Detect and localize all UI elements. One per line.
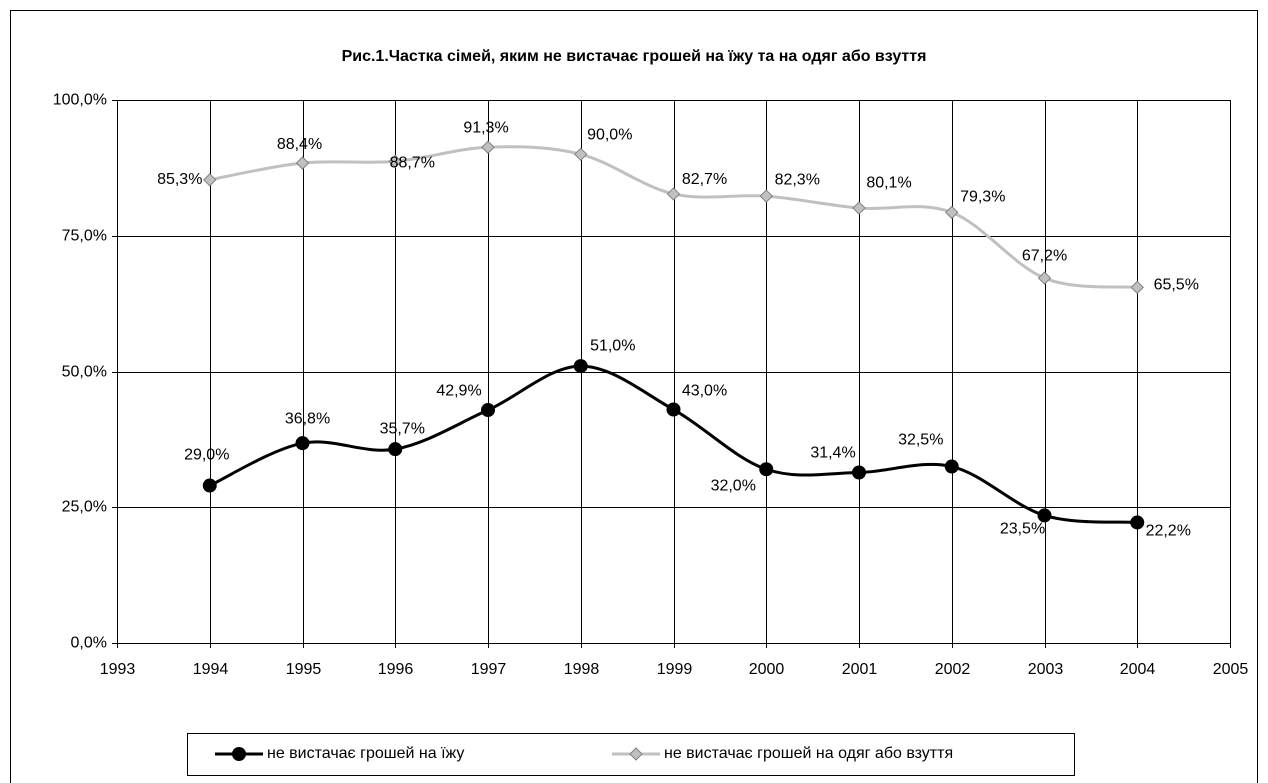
data-label: 31,4% <box>810 445 855 462</box>
point <box>295 156 310 170</box>
legend-marker <box>629 747 643 761</box>
x-tick-label: 2000 <box>749 661 785 678</box>
point <box>666 402 681 417</box>
point <box>852 201 866 215</box>
data-label: 32,5% <box>898 432 943 449</box>
point <box>203 173 217 187</box>
x-tick-label: 2004 <box>1120 661 1156 678</box>
legend-marker <box>232 747 246 761</box>
x-tick-label: 1998 <box>564 661 600 678</box>
x-tick-label: 2005 <box>1213 661 1249 678</box>
x-tick-label: 1995 <box>286 661 322 678</box>
data-label: 43,0% <box>682 383 727 400</box>
data-label: 36,8% <box>285 410 330 427</box>
data-label: 79,3% <box>960 189 1005 206</box>
point <box>388 442 403 457</box>
point <box>852 465 866 480</box>
data-label: 65,5% <box>1154 277 1199 294</box>
point <box>202 478 217 493</box>
point <box>1037 508 1052 523</box>
point <box>481 140 495 154</box>
y-tick-label: 25,0% <box>62 499 107 516</box>
legend-label: не вистачає грошей на їжу <box>267 745 464 762</box>
x-tick-label: 1999 <box>657 661 693 678</box>
data-label: 82,3% <box>775 171 820 188</box>
data-label: 35,7% <box>380 420 425 437</box>
point <box>1130 515 1145 530</box>
point <box>1130 280 1144 295</box>
data-label: 91,3% <box>463 119 508 136</box>
data-label: 29,0% <box>184 447 229 464</box>
x-tick-label: 1994 <box>193 661 229 678</box>
chart-frame <box>10 10 1258 783</box>
data-label: 32,0% <box>711 477 756 494</box>
point <box>481 403 495 418</box>
x-tick-label: 1997 <box>471 661 507 678</box>
data-label: 88,4% <box>277 136 322 153</box>
x-tick-label: 1993 <box>100 661 136 678</box>
x-tick-label: 1996 <box>378 661 414 678</box>
point <box>945 205 959 220</box>
data-label: 80,1% <box>866 174 911 191</box>
y-tick-label: 0,0% <box>71 635 107 652</box>
x-tick-label: 2001 <box>842 661 878 678</box>
data-label: 42,9% <box>436 382 481 399</box>
point <box>573 359 588 374</box>
y-tick-label: 50,0% <box>62 364 107 381</box>
y-tick-label: 75,0% <box>62 228 107 245</box>
data-label: 22,2% <box>1146 523 1191 540</box>
series-line <box>209 364 1138 524</box>
x-tick-label: 2002 <box>935 661 971 678</box>
point <box>759 189 773 203</box>
data-label: 67,2% <box>1022 247 1067 264</box>
point <box>666 187 681 201</box>
data-label: 85,3% <box>157 171 202 188</box>
y-tick-label: 100,0% <box>53 92 107 109</box>
point <box>1037 271 1052 285</box>
data-label: 82,7% <box>682 171 727 188</box>
data-label: 51,0% <box>590 337 635 354</box>
series-line <box>209 145 1138 289</box>
data-label: 88,7% <box>390 155 435 172</box>
point <box>388 154 402 169</box>
point <box>295 436 310 451</box>
legend-label: не вистачає грошей на одяг або взуття <box>664 745 953 762</box>
x-tick-label: 2003 <box>1028 661 1064 678</box>
point <box>759 462 774 477</box>
point <box>574 147 588 162</box>
data-label: 23,5% <box>1000 521 1045 538</box>
chart-title: Рис.1.Частка сімей, яким не вистачає гро… <box>342 48 927 65</box>
point <box>944 459 959 474</box>
data-label: 90,0% <box>587 127 632 144</box>
